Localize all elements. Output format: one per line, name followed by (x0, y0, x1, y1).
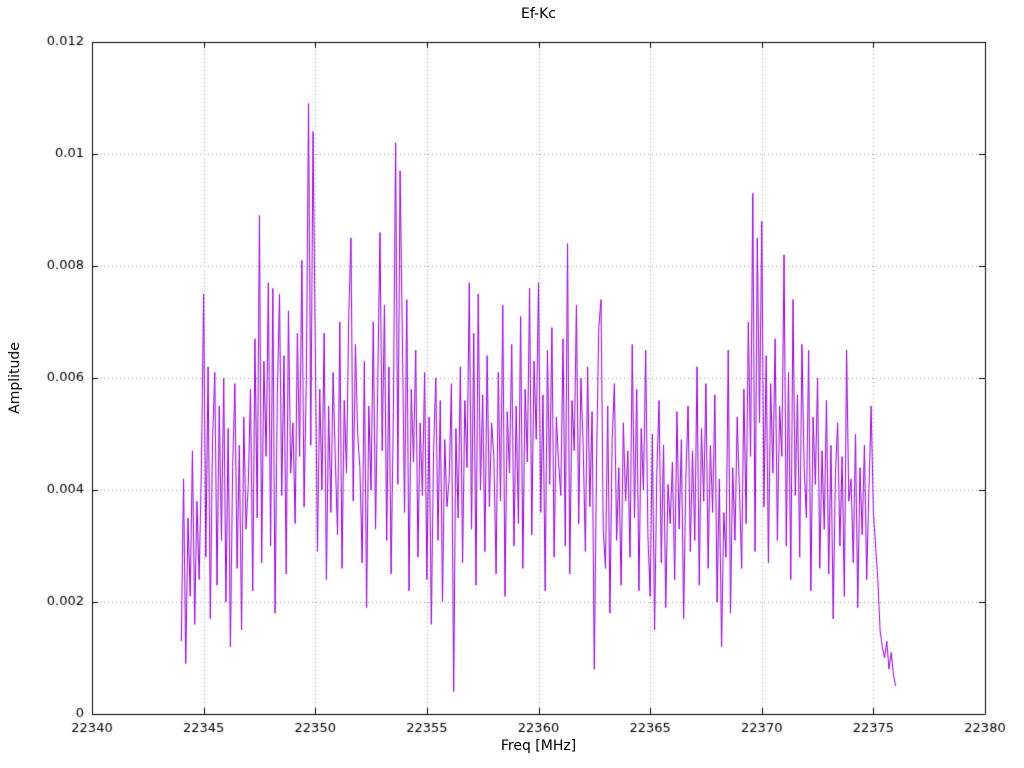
y-axis-label: Amplitude (7, 342, 23, 414)
chart-title: Ef-Kc (521, 6, 556, 22)
x-axis-label: Freq [MHz] (500, 738, 577, 754)
